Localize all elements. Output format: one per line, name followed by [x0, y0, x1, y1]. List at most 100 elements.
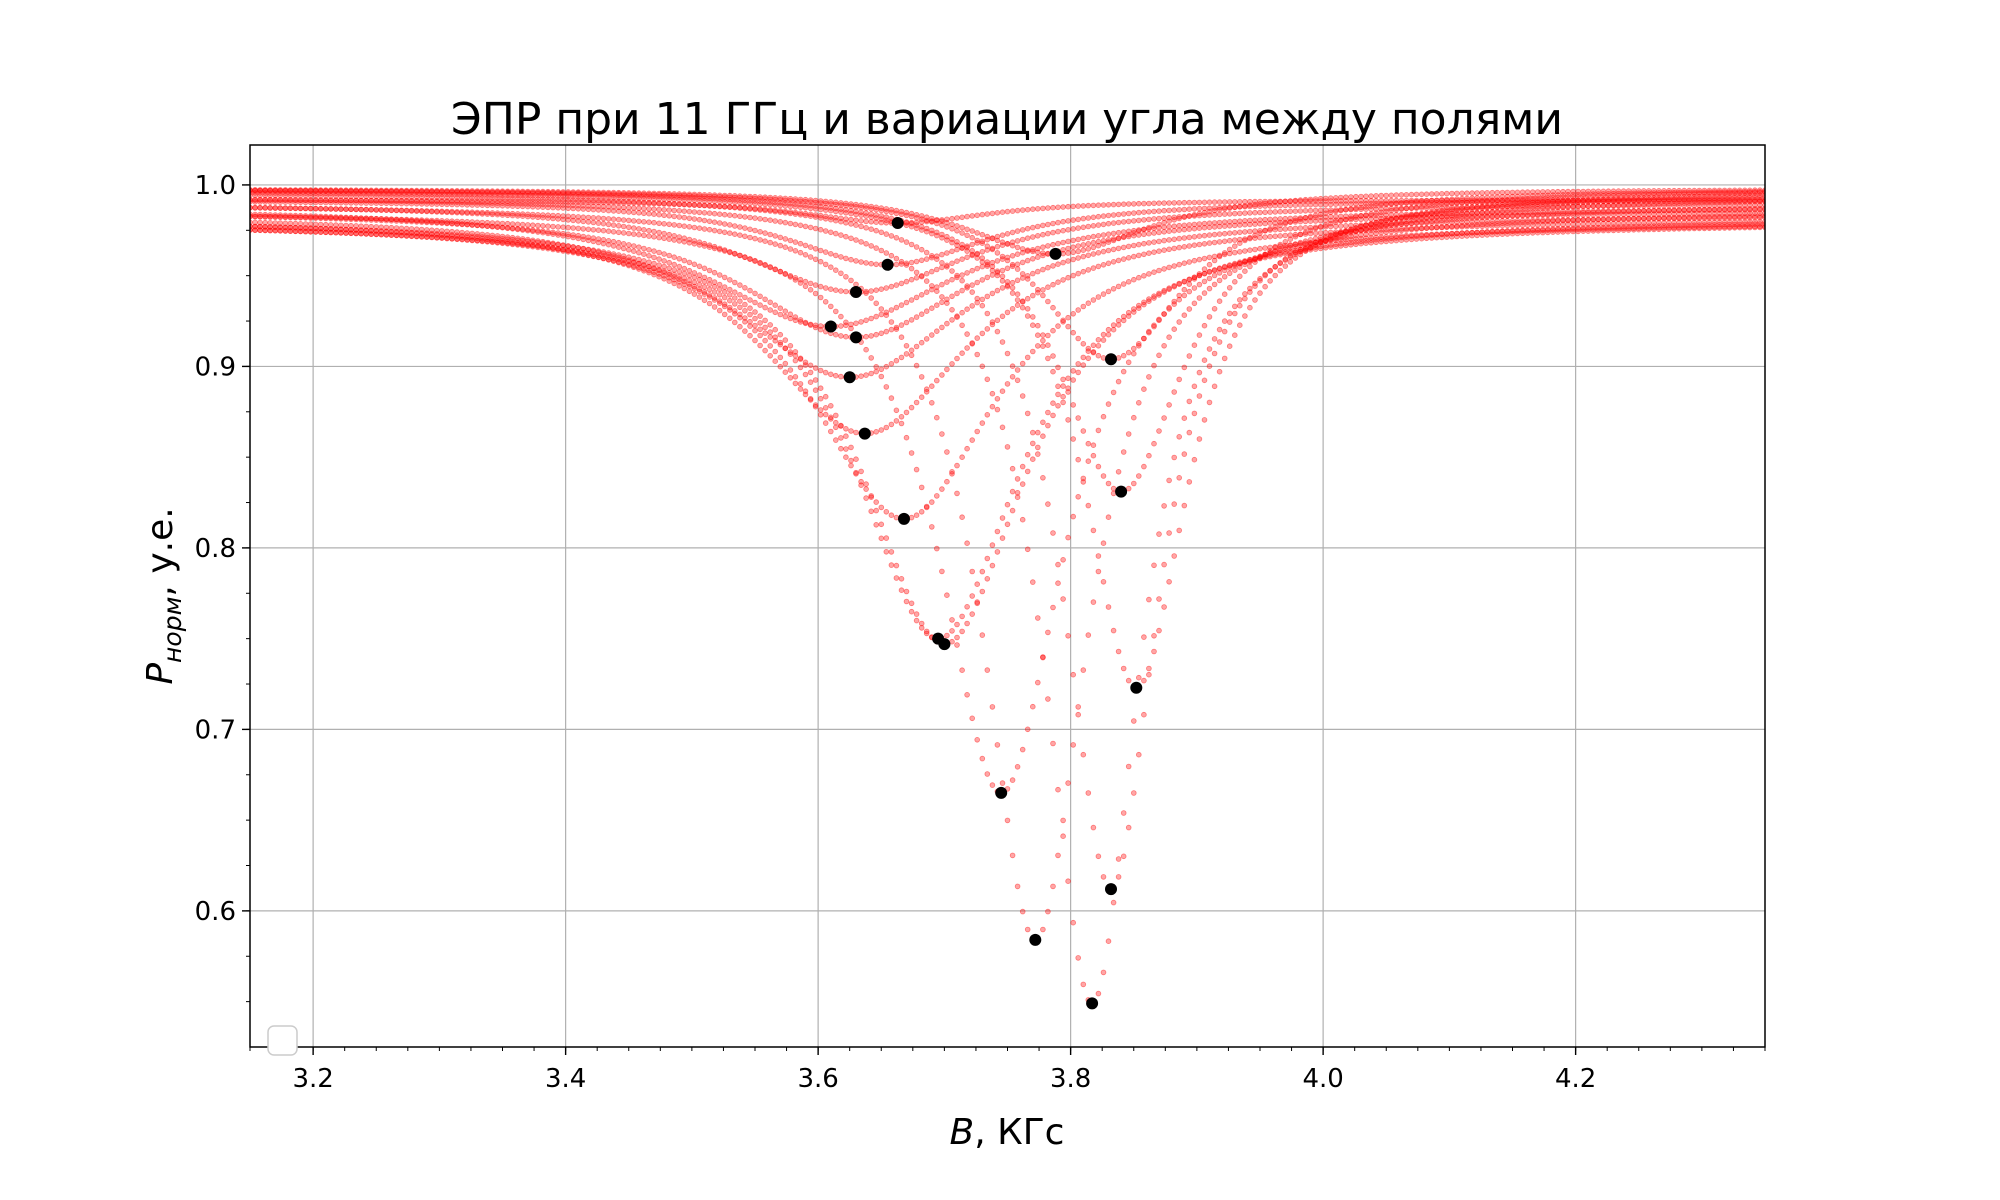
series-0-point	[1580, 197, 1586, 203]
series-9-point	[832, 412, 839, 419]
series-1-point	[262, 199, 269, 205]
series-8-point	[1014, 476, 1021, 482]
series-4-point	[1226, 223, 1233, 229]
series-7-point	[812, 403, 819, 410]
series-9-point	[772, 326, 778, 333]
series-9-point	[540, 240, 546, 246]
series-10-point	[933, 545, 940, 552]
series-12-point	[434, 199, 440, 205]
series-6-point	[944, 366, 950, 373]
series-11-point	[1105, 514, 1112, 520]
series-13-point	[1009, 363, 1016, 370]
series-10-point	[540, 223, 546, 229]
series-9-point	[1338, 240, 1344, 247]
series-11-point	[868, 295, 874, 301]
series-5-point	[969, 303, 975, 309]
series-0-point	[1136, 200, 1142, 207]
series-9-point	[504, 236, 511, 243]
series-0-point	[666, 201, 672, 207]
series-10-point	[1469, 222, 1475, 228]
series-9-point	[661, 263, 667, 270]
series-1-point	[378, 200, 385, 207]
series-13-point	[1014, 377, 1021, 384]
series-9-point	[1560, 225, 1566, 232]
series-3-point	[923, 289, 930, 296]
series-12-point	[373, 198, 380, 204]
series-2-point	[262, 204, 269, 211]
series-9-point	[1358, 238, 1364, 245]
series-10-point	[1105, 401, 1112, 407]
series-11-point	[933, 414, 940, 421]
series-1-point	[1696, 198, 1703, 204]
series-11-point	[1464, 215, 1470, 222]
series-3-point	[1120, 229, 1127, 235]
series-1-point	[1444, 199, 1450, 206]
series-14-point	[1403, 213, 1410, 219]
series-10-point	[716, 246, 723, 253]
series-4-point	[999, 267, 1006, 274]
series-9-point	[267, 224, 274, 230]
series-11-point	[423, 208, 430, 214]
series-8-point	[873, 521, 879, 528]
series-12-point	[858, 239, 864, 245]
series-0-point	[1297, 198, 1304, 205]
series-2-point	[368, 207, 375, 213]
series-5-point	[959, 309, 965, 316]
series-13-point	[1237, 302, 1243, 309]
series-11-point	[1292, 241, 1299, 247]
series-5-point	[1014, 277, 1021, 284]
series-12-point	[984, 376, 991, 383]
series-9-point	[464, 233, 471, 239]
series-1-point	[1600, 198, 1607, 205]
series-7-point	[1262, 245, 1268, 251]
series-2-point	[1019, 236, 1026, 243]
series-1-point	[1721, 198, 1728, 204]
series-4-point	[1070, 244, 1076, 251]
series-9-point	[1742, 221, 1748, 228]
series-7-point	[1161, 266, 1167, 272]
series-9-point	[373, 227, 380, 234]
series-2-point	[595, 220, 602, 226]
series-11-point	[570, 213, 576, 220]
series-3-point	[974, 265, 980, 272]
series-6-point	[939, 372, 945, 378]
series-0-point	[1494, 197, 1501, 204]
series-2-point	[1287, 208, 1294, 215]
series-3-point	[706, 276, 713, 283]
series-14-point	[1211, 383, 1218, 390]
series-9-point	[1711, 222, 1718, 228]
series-8-point	[1060, 383, 1066, 389]
series-9-point	[1030, 456, 1036, 463]
series-7-point	[913, 512, 920, 518]
series-14-point	[1333, 232, 1339, 239]
series-13-point	[706, 203, 713, 209]
series-13-point	[737, 205, 743, 211]
series-15-point	[1095, 463, 1102, 470]
series-1-point	[999, 232, 1006, 239]
series-1-point	[1191, 206, 1198, 212]
series-15-point	[1024, 305, 1031, 312]
series-6-point	[974, 335, 980, 341]
series-1-point	[343, 200, 349, 206]
series-13-point	[1095, 853, 1102, 860]
series-5-point	[863, 372, 869, 378]
series-2-point	[1216, 211, 1223, 218]
series-0-point	[1035, 206, 1041, 212]
series-9-point	[1100, 337, 1107, 343]
series-12-point	[1181, 415, 1188, 422]
series-7-point	[918, 508, 925, 515]
series-12-point	[716, 211, 723, 218]
series-7-point	[863, 486, 869, 492]
series-2-point	[918, 272, 925, 279]
series-7-point	[1019, 360, 1026, 367]
series-13-point	[984, 310, 991, 317]
series-11-point	[307, 205, 314, 212]
series-1-point	[1752, 198, 1758, 204]
series-15-point	[1383, 208, 1389, 215]
series-13-point	[1171, 501, 1177, 507]
series-2-point	[514, 213, 521, 219]
series-12-point	[383, 198, 390, 204]
series-15-point	[908, 220, 915, 227]
series-10-point	[802, 283, 809, 290]
series-14-point	[1257, 290, 1263, 296]
